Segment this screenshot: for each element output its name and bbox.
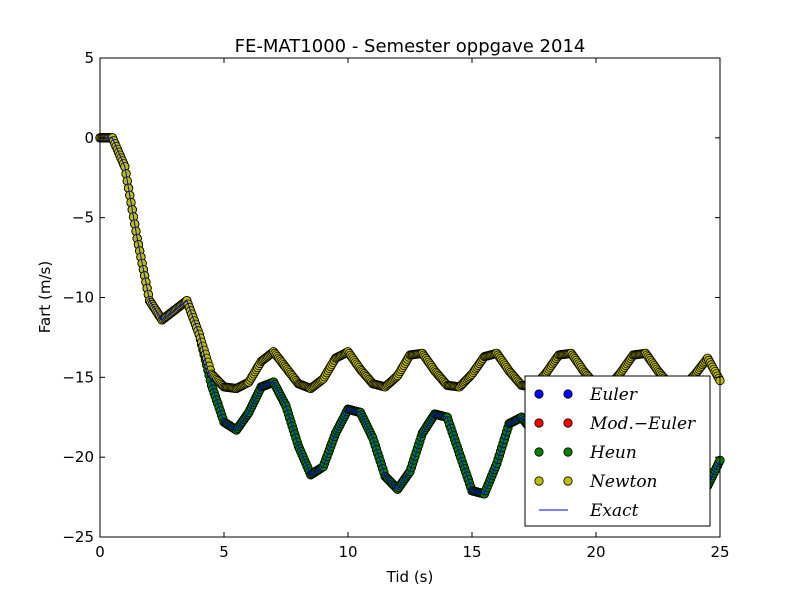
legend-swatch-heun: [534, 447, 544, 457]
x-tick-label: 10: [338, 543, 357, 561]
x-tick-label: 0: [95, 543, 105, 561]
y-tick-label: −25: [62, 528, 94, 546]
legend-swatch-mod-euler: [563, 418, 573, 428]
x-tick-label: 15: [462, 543, 481, 561]
y-tick-label: 5: [84, 49, 94, 67]
y-tick-label: −5: [72, 209, 94, 227]
y-tick-label: 0: [84, 129, 94, 147]
x-axis-label: Tid (s): [386, 568, 434, 586]
x-tick-label: 5: [219, 543, 229, 561]
legend-label-mod-euler: Mod.−Euler: [589, 414, 696, 434]
y-axis-label: Fart (m/s): [36, 261, 54, 333]
legend-label-heun: Heun: [589, 443, 637, 463]
legend-swatch-euler: [563, 389, 573, 399]
legend-label-exact: Exact: [589, 501, 639, 521]
legend-swatch-mod-euler: [534, 418, 544, 428]
legend-swatch-newton: [563, 476, 573, 486]
legend-label-newton: Newton: [589, 472, 658, 492]
legend-swatch-newton: [534, 476, 544, 486]
legend-label-euler: Euler: [589, 385, 638, 405]
x-tick-label: 25: [710, 543, 729, 561]
x-tick-label: 20: [586, 543, 605, 561]
legend-swatch-euler: [534, 389, 544, 399]
y-tick-label: −15: [62, 368, 94, 386]
y-tick-label: −10: [62, 289, 94, 307]
legend: Euler Mod.−Euler Heun Newton Exact: [524, 375, 711, 527]
chart-title: FE-MAT1000 - Semester oppgave 2014: [235, 36, 586, 57]
y-tick-label: −20: [62, 448, 94, 466]
legend-box: [524, 375, 711, 527]
tick-layer: 0 5 10 15 20 25 5 0 −5 −10 −15 −20 −25: [62, 49, 729, 561]
legend-swatch-heun: [563, 447, 573, 457]
